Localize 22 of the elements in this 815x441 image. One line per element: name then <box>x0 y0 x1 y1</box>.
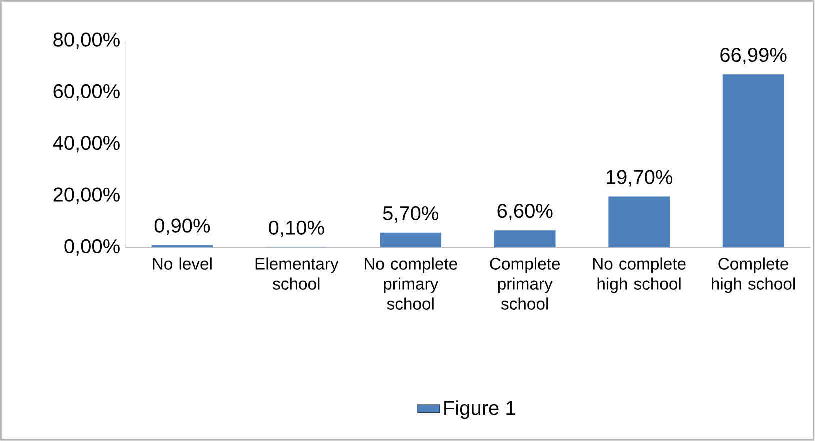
y-tick-label: 0,00% <box>64 239 120 256</box>
legend-label: Figure 1 <box>444 400 516 420</box>
data-label: 66,99% <box>720 48 787 65</box>
y-tick-label: 20,00% <box>54 188 120 204</box>
x-tick-label: No complete primary school <box>365 258 458 310</box>
x-tick-label: No complete high school <box>593 258 686 294</box>
bar <box>494 230 556 248</box>
y-tick-label: 40,00% <box>53 136 120 153</box>
data-label: 0,10% <box>269 220 324 238</box>
bar <box>608 196 670 248</box>
x-tick-label: No level <box>153 258 212 270</box>
data-label: 6,60% <box>498 204 553 221</box>
data-label: 0,90% <box>154 218 210 236</box>
bar <box>722 74 784 248</box>
x-tick-label: Elementary school <box>256 258 339 290</box>
x-tick-label: Complete high school <box>712 258 796 294</box>
y-tick-label: 80,00% <box>54 32 120 50</box>
bar <box>380 232 442 248</box>
data-label: 19,70% <box>606 170 673 187</box>
data-label: 5,70% <box>383 206 439 223</box>
y-tick-label: 60,00% <box>54 84 120 101</box>
x-tick-label: Complete primary school <box>490 258 560 310</box>
